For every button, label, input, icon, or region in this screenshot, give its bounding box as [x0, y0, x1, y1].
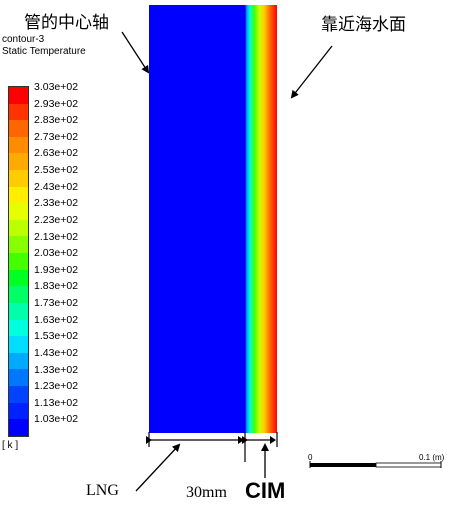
near-sea-arrow — [290, 45, 333, 99]
legend-color-bar — [8, 86, 29, 437]
legend-swatch — [9, 153, 28, 171]
legend-swatch — [9, 136, 28, 154]
legend-swatch — [9, 269, 28, 287]
near-sea-label: 靠近海水面 — [321, 15, 406, 35]
legend-swatch — [9, 186, 28, 204]
legend-swatch — [9, 103, 28, 121]
legend-swatch — [9, 219, 28, 237]
legend-label: 2.13e+02 — [34, 230, 79, 243]
pipe-axis-label: 管的中心轴 — [24, 13, 109, 33]
legend-swatch — [9, 385, 28, 403]
legend-label: 2.63e+02 — [34, 147, 79, 160]
cim-label: CIM — [245, 478, 286, 503]
legend-label: 2.23e+02 — [34, 213, 79, 226]
legend-label: 1.23e+02 — [34, 380, 79, 393]
wall-gradient-region — [245, 5, 277, 433]
scale-bar-black — [310, 463, 376, 467]
scale-bar-white — [375, 462, 442, 468]
legend-swatch — [9, 302, 28, 320]
legend-label: 1.43e+02 — [34, 346, 79, 359]
legend-swatch — [9, 203, 28, 220]
legend-swatch — [9, 319, 28, 337]
contour-variable: Static Temperature — [2, 46, 86, 57]
legend-swatch — [9, 419, 28, 436]
lng-arrow — [135, 443, 181, 492]
legend-label: 1.03e+02 — [34, 413, 79, 426]
legend-label: 2.33e+02 — [34, 197, 79, 210]
legend-label: 2.83e+02 — [34, 114, 79, 127]
legend-label: 1.13e+02 — [34, 396, 79, 409]
lng-label: LNG — [86, 482, 119, 499]
legend-label: 1.83e+02 — [34, 280, 79, 293]
legend-label: 2.93e+02 — [34, 97, 79, 110]
legend-swatch — [9, 236, 28, 254]
legend-swatch — [9, 336, 28, 353]
scale-max-label: 0.1 (m) — [419, 453, 445, 462]
legend-swatch — [9, 120, 28, 137]
legend-label: 1.53e+02 — [34, 330, 79, 343]
legend-swatch — [9, 87, 28, 104]
legend-swatch — [9, 352, 28, 370]
legend-label: 2.03e+02 — [34, 247, 79, 260]
legend-label: 2.73e+02 — [34, 130, 79, 143]
unit-label: [ k ] — [2, 440, 19, 451]
contour-name: contour-3 — [2, 34, 45, 45]
legend-label: 3.03e+02 — [34, 81, 79, 93]
legend-swatch — [9, 170, 28, 187]
contour-header: contour-3 Static Temperature — [2, 34, 86, 58]
legend-label: 1.93e+02 — [34, 263, 79, 276]
legend-label: 2.43e+02 — [34, 180, 79, 193]
legend-label: 1.73e+02 — [34, 297, 79, 310]
legend-label: 1.63e+02 — [34, 313, 79, 326]
bottom-edge — [245, 420, 277, 433]
pipe-axis-arrow — [121, 31, 150, 74]
legend-swatch — [9, 286, 28, 303]
legend-swatch — [9, 402, 28, 420]
scale-min-label: 0 — [308, 453, 313, 462]
legend-swatch — [9, 253, 28, 270]
thickness-label: 30mm — [186, 484, 227, 501]
legend-label: 1.33e+02 — [34, 363, 79, 376]
legend-swatch — [9, 369, 28, 386]
legend-label: 2.53e+02 — [34, 164, 79, 177]
lng-region — [149, 5, 245, 433]
